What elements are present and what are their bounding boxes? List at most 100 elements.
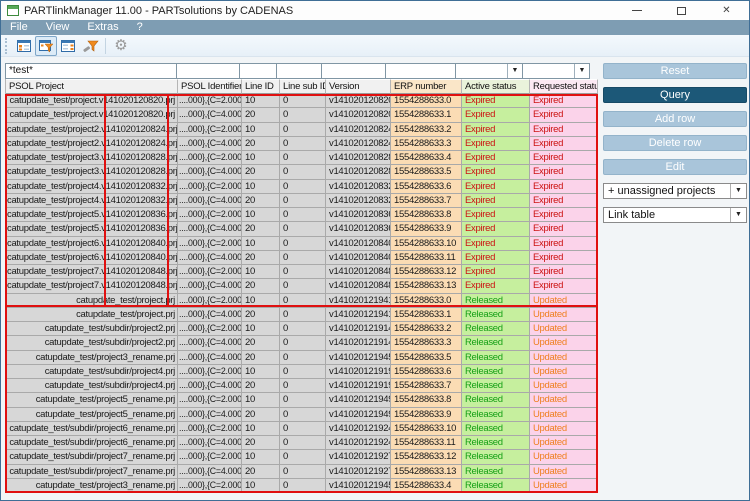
table-cell: 0 [280, 208, 326, 223]
table-cell: Updated [530, 307, 598, 322]
column-header-line-id[interactable]: Line ID [242, 79, 280, 94]
menu-help[interactable]: ? [136, 21, 143, 33]
table-row[interactable]: catupdate_test/project.prj ....000},{C=2.… [6, 293, 598, 308]
table-row[interactable]: catupdate_test/subdir/project7_rename.pr… [6, 464, 598, 479]
table-cell: Expired [462, 250, 530, 265]
column-header-requested-status[interactable]: Requested status [530, 79, 598, 94]
minimize-button[interactable] [614, 1, 659, 20]
table-row[interactable]: catupdate_test/project3_rename.prj ....00… [6, 350, 598, 365]
toolbar-grip[interactable] [5, 37, 9, 54]
table-cell: 1554288633.8 [391, 208, 462, 223]
table-cell: ....000},{C=2.000} [178, 265, 242, 280]
link-table-dropdown[interactable]: Link table ▼ [603, 207, 747, 223]
table-cell: catupdate_test/subdir/project4.prj [6, 379, 178, 394]
table-row[interactable]: catupdate_test/project4.v141020120832.pr… [6, 179, 598, 194]
chevron-down-icon[interactable]: ▼ [574, 64, 589, 78]
table-cell: catupdate_test/subdir/project4.prj [6, 364, 178, 379]
table-cell: 0 [280, 464, 326, 479]
link-table-icon[interactable] [13, 36, 35, 56]
column-header-line-sub-id[interactable]: Line sub ID [280, 79, 326, 94]
table-cell: v141020120824 [326, 122, 391, 137]
table-row[interactable]: catupdate_test/subdir/project2.prj ....00… [6, 322, 598, 337]
table-row[interactable]: catupdate_test/project5_rename.prj ....00… [6, 393, 598, 408]
table-row[interactable]: catupdate_test/subdir/project6_rename.pr… [6, 421, 598, 436]
table-cell: catupdate_test/project.v141020120820.prj [6, 94, 178, 109]
table-row[interactable]: catupdate_test/project6.v141020120840.pr… [6, 250, 598, 265]
table-row[interactable]: catupdate_test/subdir/project7_rename.pr… [6, 450, 598, 465]
filter-requested-status-combobox[interactable]: ▼ [522, 63, 590, 79]
table-cell: 1554288633.2 [391, 122, 462, 137]
table-row[interactable]: catupdate_test/subdir/project4.prj ....00… [6, 379, 598, 394]
menu-extras[interactable]: Extras [87, 21, 119, 33]
reset-button[interactable]: Reset [603, 63, 747, 79]
table-cell: ....000},{C=2.000} [178, 421, 242, 436]
filter-active-status-combobox[interactable]: ▼ [455, 63, 523, 79]
table-cell: catupdate_test/project2.v141020120824.pr… [6, 136, 178, 151]
table-row[interactable]: catupdate_test/project2.v141020120824.pr… [6, 136, 598, 151]
toolbar-separator [105, 37, 106, 54]
link-table-columns-icon[interactable] [57, 36, 79, 56]
table-cell: catupdate_test/project5_rename.prj [6, 393, 178, 408]
table-row[interactable]: catupdate_test/project5.v141020120836.pr… [6, 222, 598, 237]
close-button[interactable]: ✕ [704, 1, 749, 20]
unassigned-projects-dropdown[interactable]: + unassigned projects ▼ [603, 183, 747, 199]
menu-view[interactable]: View [45, 21, 70, 33]
table-row[interactable]: catupdate_test/project3.v141020120828.pr… [6, 165, 598, 180]
column-header-active-status[interactable]: Active status [462, 79, 530, 94]
filter-identifier-input[interactable] [176, 63, 240, 79]
delete-row-button[interactable]: Delete row [603, 135, 747, 151]
table-row[interactable]: catupdate_test/project.prj ....000},{C=4.… [6, 307, 598, 322]
table-row[interactable]: catupdate_test/project3_rename.prj ....00… [6, 478, 598, 493]
table-row[interactable]: catupdate_test/project7.v141020120848.pr… [6, 279, 598, 294]
table-row[interactable]: catupdate_test/project2.v141020120824.pr… [6, 122, 598, 137]
table-cell: v141020120828 [326, 165, 391, 180]
filter-project-input[interactable]: *test* [5, 63, 177, 79]
column-header-erp-number[interactable]: ERP number [391, 79, 462, 94]
table-cell: Released [462, 379, 530, 394]
maximize-button[interactable] [659, 1, 704, 20]
table-row[interactable]: catupdate_test/project.v141020120820.prj… [6, 108, 598, 123]
filter-erp-input[interactable] [385, 63, 456, 79]
query-button[interactable]: Query [603, 87, 747, 103]
settings-gear-icon[interactable]: ⚙ [110, 36, 132, 56]
table-row[interactable]: catupdate_test/subdir/project4.prj ....00… [6, 364, 598, 379]
table-row[interactable]: catupdate_test/project5_rename.prj ....00… [6, 407, 598, 422]
chevron-down-icon[interactable]: ▼ [730, 184, 746, 198]
filter-linesubid-input[interactable] [276, 63, 322, 79]
table-cell: Updated [530, 450, 598, 465]
column-header-version[interactable]: Version [326, 79, 391, 94]
side-panel: Reset Query Add row Delete row Edit + un… [603, 63, 747, 231]
chevron-down-icon[interactable]: ▼ [507, 64, 522, 78]
column-header-psol-identifier[interactable]: PSOL Identifier [178, 79, 242, 94]
apply-filter-icon[interactable] [79, 36, 101, 56]
table-cell: Expired [530, 94, 598, 109]
table-cell: catupdate_test/project5.v141020120836.pr… [6, 222, 178, 237]
table-cell: 0 [280, 122, 326, 137]
table-row[interactable]: catupdate_test/project7.v141020120848.pr… [6, 265, 598, 280]
table-cell: ....000},{C=2.000} [178, 450, 242, 465]
add-row-button[interactable]: Add row [603, 111, 747, 127]
table-cell: catupdate_test/project4.v141020120832.pr… [6, 193, 178, 208]
table-cell: 20 [242, 108, 280, 123]
table-row[interactable]: catupdate_test/subdir/project2.prj ....00… [6, 336, 598, 351]
table-row[interactable]: catupdate_test/subdir/project6_rename.pr… [6, 436, 598, 451]
table-cell: ....000},{C=4.000} [178, 222, 242, 237]
table-row[interactable]: catupdate_test/project.v141020120820.prj… [6, 94, 598, 109]
menu-file[interactable]: File [10, 21, 28, 33]
table-cell: 1554288633.7 [391, 379, 462, 394]
table-row[interactable]: catupdate_test/project5.v141020120836.pr… [6, 208, 598, 223]
table-cell: v141020121927 [326, 450, 391, 465]
filter-lineid-input[interactable] [239, 63, 277, 79]
table-row[interactable]: catupdate_test/project6.v141020120840.pr… [6, 236, 598, 251]
filter-version-input[interactable] [321, 63, 386, 79]
chevron-down-icon[interactable]: ▼ [730, 208, 746, 222]
table-row[interactable]: catupdate_test/project3.v141020120828.pr… [6, 151, 598, 166]
table-cell: ....000},{C=2.000} [178, 478, 242, 493]
table-cell: Expired [462, 236, 530, 251]
column-header-psol-project[interactable]: PSOL Project [6, 79, 178, 94]
table-cell: 10 [242, 293, 280, 308]
table-cell: Expired [530, 193, 598, 208]
edit-button[interactable]: Edit [603, 159, 747, 175]
table-row[interactable]: catupdate_test/project4.v141020120832.pr… [6, 193, 598, 208]
link-table-filter-icon[interactable] [35, 35, 57, 56]
